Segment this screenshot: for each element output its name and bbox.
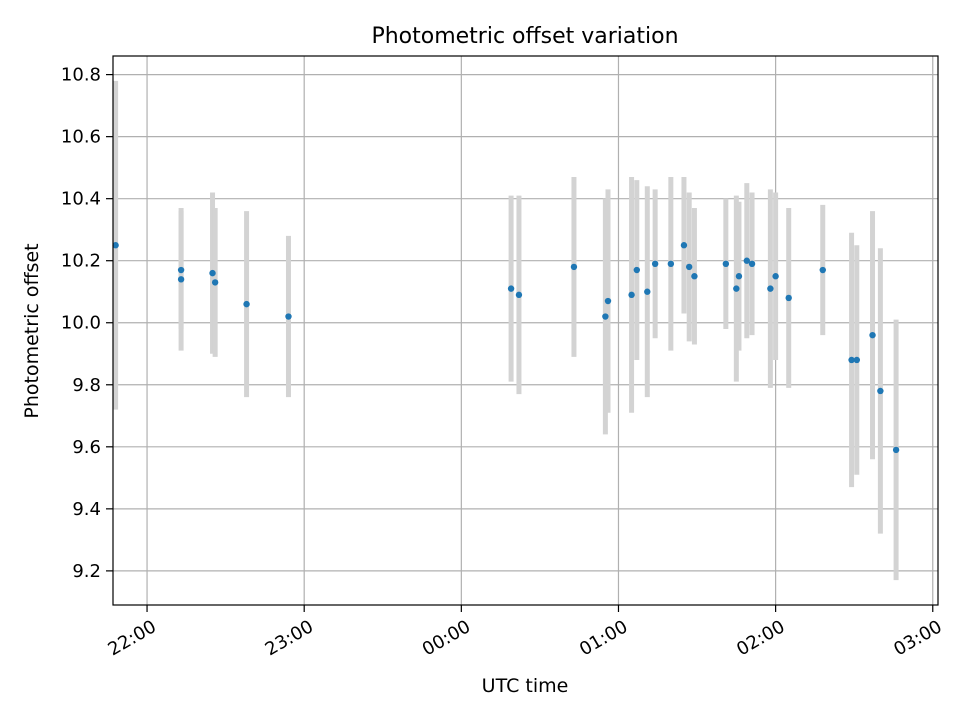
y-axis-ticks: 9.2 9.4 9.6 9.8 10.0 10.2 10.4 10.6 10.8 bbox=[61, 65, 113, 582]
data-point bbox=[691, 273, 698, 280]
data-point bbox=[602, 313, 609, 320]
y-axis-label: Photometric offset bbox=[21, 243, 43, 418]
data-point bbox=[112, 242, 119, 249]
data-point bbox=[211, 279, 219, 286]
data-points bbox=[112, 242, 900, 454]
data-point bbox=[243, 300, 250, 308]
data-point bbox=[633, 266, 641, 274]
data-point bbox=[819, 266, 826, 274]
y-tick-label: 10.8 bbox=[61, 65, 101, 86]
chart-title: Photometric offset variation bbox=[371, 24, 678, 49]
data-point bbox=[892, 446, 900, 454]
data-point bbox=[785, 294, 792, 302]
data-point bbox=[177, 266, 185, 274]
x-axis-label: UTC time bbox=[482, 675, 569, 697]
data-point bbox=[644, 288, 651, 295]
data-point bbox=[748, 260, 756, 268]
data-point bbox=[853, 356, 861, 364]
data-point bbox=[848, 356, 855, 364]
data-point bbox=[877, 387, 884, 395]
data-point bbox=[767, 285, 774, 292]
y-tick-label: 9.2 bbox=[72, 561, 101, 582]
y-tick-label: 9.4 bbox=[72, 499, 101, 520]
y-tick-label: 9.8 bbox=[72, 375, 101, 396]
data-point bbox=[743, 257, 751, 264]
data-point bbox=[735, 273, 743, 280]
data-point bbox=[651, 260, 659, 268]
data-point bbox=[628, 291, 635, 299]
data-point bbox=[667, 260, 675, 268]
data-point bbox=[680, 242, 688, 249]
data-point bbox=[177, 276, 185, 283]
data-point bbox=[772, 273, 779, 280]
data-point bbox=[722, 260, 730, 268]
y-tick-label: 10.2 bbox=[61, 251, 101, 272]
data-point bbox=[869, 331, 876, 339]
data-point bbox=[285, 313, 292, 320]
y-tick-label: 10.0 bbox=[61, 313, 101, 334]
y-tick-label: 10.6 bbox=[61, 127, 101, 148]
plot-frame bbox=[112, 55, 939, 606]
data-point bbox=[507, 285, 515, 292]
data-point bbox=[733, 285, 740, 292]
data-point bbox=[515, 291, 523, 299]
data-point bbox=[604, 297, 612, 305]
y-tick-label: 9.6 bbox=[72, 437, 101, 458]
y-tick-label: 10.4 bbox=[61, 189, 101, 210]
data-point bbox=[685, 263, 693, 271]
data-point bbox=[209, 269, 216, 277]
data-point bbox=[570, 263, 578, 271]
